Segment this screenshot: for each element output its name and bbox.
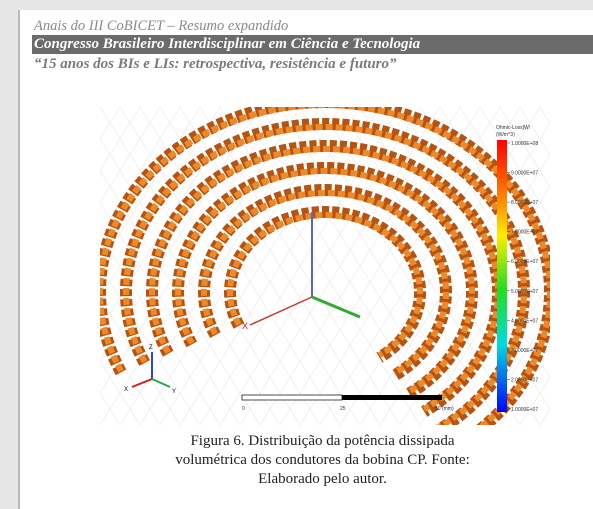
scale-bar (342, 395, 442, 400)
triad-label: Z (149, 345, 153, 351)
legend-value: 3.0000E+07 (511, 348, 538, 354)
legend-title: Ohmic-Loss[W/ (496, 125, 531, 131)
legend-value: 1.0000E+07 (511, 407, 538, 413)
color-bar (497, 140, 507, 412)
legend-value: 8.0000E+07 (511, 200, 538, 206)
triad-label: X (124, 387, 128, 393)
caption-line: Elaborado pelo autor. (100, 470, 545, 489)
screen: {"header": {"line1": "Anais do III CoBIC… (0, 0, 593, 509)
legend-value: 7.0000E+07 (511, 230, 538, 236)
legend-value: 9.0000E+07 (511, 171, 538, 177)
legend-value: 6.0000E+07 (511, 259, 538, 265)
caption-line: volumétrica dos condutores da bobina CP.… (100, 451, 545, 470)
axis-label: X (242, 321, 248, 331)
scale-label: 25 (340, 406, 346, 412)
legend-value: 5.0000E+07 (511, 289, 538, 295)
legend-value: 4.0000E+07 (511, 318, 538, 324)
caption-line: Figura 6. Distribuição da potência dissi… (100, 432, 545, 451)
header-line: Anais do III CoBICET – Resumo expandido (34, 18, 288, 35)
header-banner: Congresso Brasileiro Interdisciplinar em… (32, 35, 593, 54)
triad-label: Y (172, 389, 176, 395)
scale-label: 0 (242, 406, 245, 412)
header-subtitle: “15 anos dos BIs e LIs: retrospectiva, r… (34, 56, 397, 73)
legend-value: 1.0000E+08 (511, 141, 538, 147)
legend-value: 2.0000E+07 (511, 377, 538, 383)
figure: X Z Y X 0 25 50 (mm) Ohmic-Loss[W/ (W/m^… (100, 107, 550, 425)
scale-bar (242, 395, 342, 400)
caption: Figura 6. Distribuição da potência dissi… (100, 432, 545, 489)
legend-title: (W/m^3) (496, 132, 515, 138)
scale-label: 50 (mm) (435, 406, 454, 412)
